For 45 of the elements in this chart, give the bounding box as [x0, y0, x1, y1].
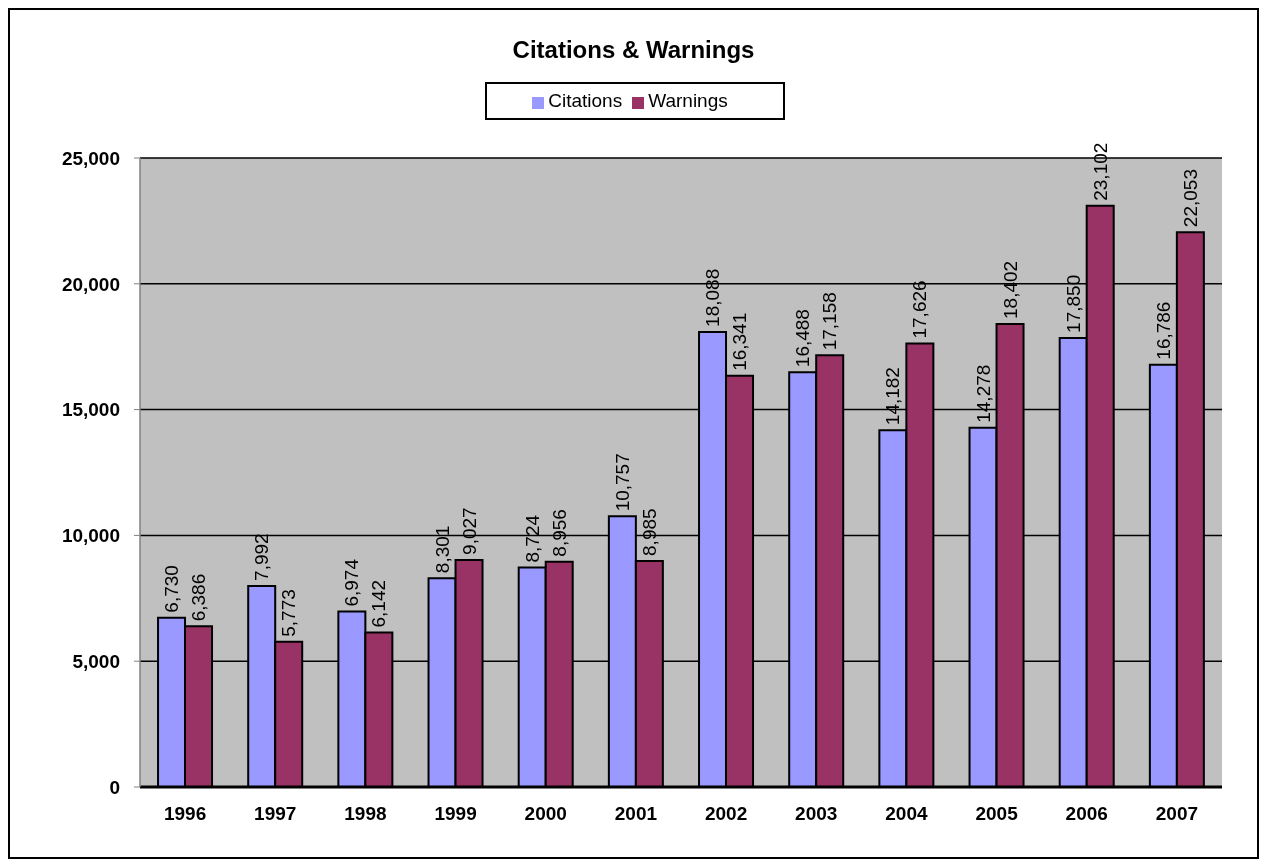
y-tick-label: 0	[109, 776, 120, 798]
data-label: 16,341	[729, 312, 751, 371]
chart-title: Citations & Warnings	[511, 36, 756, 64]
x-tick-label: 2007	[1155, 803, 1199, 825]
data-label: 17,626	[909, 280, 931, 339]
data-label: 6,730	[161, 565, 183, 613]
data-label: 16,488	[792, 309, 814, 368]
x-tick-label: 2001	[614, 803, 658, 825]
x-tick-label: 2004	[885, 803, 928, 825]
legend-label: Warnings	[648, 90, 728, 111]
data-label: 7,992	[251, 533, 273, 581]
data-label: 17,158	[819, 292, 841, 351]
data-label: 6,974	[341, 558, 363, 607]
data-label: 16,786	[1152, 301, 1174, 360]
data-label: 9,027	[458, 507, 480, 555]
data-label: 14,182	[882, 367, 904, 426]
x-tick-label: 2003	[795, 803, 838, 825]
data-label: 8,985	[638, 508, 660, 556]
y-tick-label: 15,000	[61, 399, 120, 421]
data-label: 17,850	[1062, 274, 1084, 333]
data-label: 6,142	[368, 579, 390, 628]
x-tick-label: 2000	[524, 803, 567, 825]
x-tick-label: 1997	[254, 803, 297, 825]
data-label: 23,102	[1089, 142, 1111, 201]
y-tick-label: 20,000	[61, 273, 120, 295]
x-tick-label: 1998	[344, 803, 387, 825]
data-label: 22,053	[1179, 169, 1201, 228]
x-tick-label: 2006	[1065, 803, 1108, 825]
y-tick-label: 25,000	[61, 147, 120, 169]
x-tick-label: 1996	[163, 803, 207, 825]
data-label: 8,724	[521, 514, 543, 563]
data-label: 5,773	[278, 589, 300, 637]
data-label: 8,956	[548, 509, 570, 557]
data-label: 8,301	[431, 525, 453, 574]
y-tick-label: 5,000	[72, 650, 120, 672]
legend-label: Citations	[548, 90, 623, 111]
x-tick-label: 2005	[975, 803, 1019, 825]
x-tick-label: 2002	[704, 803, 748, 825]
data-label: 6,386	[188, 573, 210, 622]
y-tick-label: 10,000	[61, 525, 120, 547]
data-label: 18,402	[999, 260, 1021, 320]
data-label: 18,088	[702, 268, 724, 327]
data-label: 14,278	[972, 364, 994, 423]
x-tick-label: 1999	[434, 803, 477, 825]
data-label: 10,757	[611, 453, 633, 512]
